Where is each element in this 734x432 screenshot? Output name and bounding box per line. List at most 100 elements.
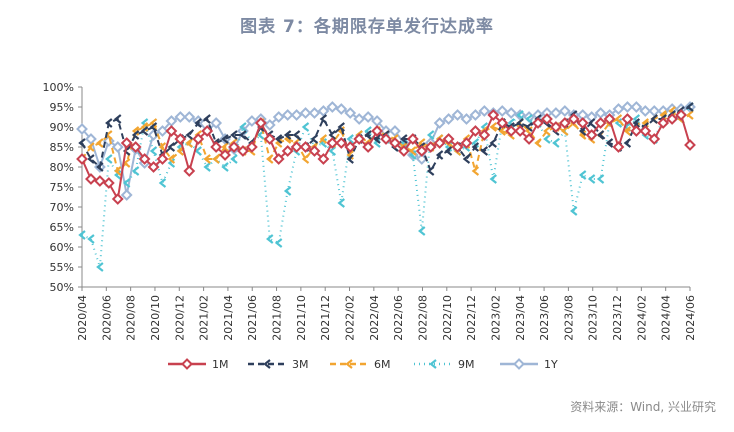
- data-point-1M: [85, 173, 97, 185]
- data-point-1M: [210, 141, 223, 153]
- data-point-1M: [496, 117, 509, 129]
- x-tick-label: 2024/02: [635, 295, 648, 341]
- data-point-1Y: [263, 119, 276, 131]
- data-point-3M: [274, 134, 283, 144]
- data-point-1Y: [317, 105, 330, 117]
- data-point-1M: [541, 113, 553, 125]
- data-point-3M: [462, 154, 471, 164]
- y-tick-label: 95%: [50, 101, 74, 114]
- data-point-1Y: [120, 189, 133, 201]
- data-point-1M: [147, 161, 160, 173]
- data-point-9M: [596, 174, 605, 184]
- data-point-1Y: [433, 117, 446, 129]
- data-point-1Y: [621, 101, 634, 113]
- data-point-1Y: [272, 111, 285, 123]
- data-point-1Y: [612, 103, 625, 115]
- data-point-1M: [424, 141, 437, 153]
- data-point-9M: [131, 166, 140, 176]
- data-point-3M: [489, 138, 497, 148]
- data-point-1M: [639, 125, 652, 137]
- data-point-6M: [534, 138, 542, 148]
- data-point-1M: [406, 133, 419, 145]
- legend-item-1M: 1M: [168, 358, 229, 371]
- data-point-1Y: [549, 107, 562, 119]
- data-point-6M: [114, 166, 122, 176]
- data-point-1M: [326, 137, 339, 149]
- data-point-9M: [274, 238, 283, 248]
- source-note: 资料来源：Wind, 兴业研究: [570, 400, 716, 414]
- data-point-1M: [228, 141, 240, 153]
- data-point-3M: [525, 122, 533, 132]
- data-point-1M: [415, 145, 428, 157]
- data-point-1Y: [469, 109, 482, 121]
- data-point-1M: [657, 117, 670, 129]
- data-point-1M: [666, 113, 679, 125]
- y-tick-label: 65%: [50, 221, 74, 234]
- data-point-6M: [176, 146, 185, 156]
- data-point-6M: [158, 142, 167, 152]
- data-point-3M: [203, 114, 211, 124]
- data-point-1M: [281, 145, 294, 157]
- data-point-3M: [364, 130, 372, 140]
- data-point-1M: [353, 133, 366, 145]
- data-point-1Y: [299, 107, 312, 119]
- data-point-3M: [328, 130, 337, 140]
- data-point-6M: [212, 154, 220, 164]
- data-point-1M: [549, 121, 562, 133]
- x-tick-label: 2023/10: [587, 295, 600, 341]
- x-tick-label: 2021/04: [222, 295, 235, 341]
- data-point-1Y: [210, 117, 223, 129]
- data-point-6M: [203, 154, 211, 164]
- data-point-3M: [319, 114, 328, 124]
- data-point-3M: [221, 134, 229, 144]
- data-point-1Y: [111, 141, 124, 153]
- data-point-1M: [532, 117, 544, 129]
- data-point-1Y: [648, 105, 661, 117]
- chart-legend: 1M 3M 6M 9M 1Y: [168, 358, 558, 371]
- data-point-1Y: [290, 109, 303, 121]
- data-point-1M: [442, 133, 455, 145]
- data-point-1M: [380, 133, 392, 145]
- data-point-9M: [87, 234, 95, 244]
- data-point-1M: [514, 125, 527, 137]
- data-point-9M: [266, 234, 274, 244]
- data-point-6M: [122, 158, 131, 168]
- data-point-6M: [614, 114, 623, 124]
- data-point-1M: [237, 145, 249, 157]
- data-point-1Y: [281, 109, 294, 121]
- data-point-1M: [362, 141, 375, 153]
- data-point-3M: [373, 134, 381, 144]
- data-point-3M: [623, 138, 632, 148]
- data-point-9M: [283, 186, 292, 196]
- data-point-3M: [105, 118, 113, 128]
- data-point-3M: [292, 130, 301, 140]
- x-tick-label: 2020/06: [100, 295, 113, 341]
- data-point-9M: [230, 154, 238, 164]
- data-point-1Y: [514, 109, 527, 121]
- data-point-9M: [301, 122, 310, 132]
- y-tick-label: 60%: [50, 241, 74, 254]
- data-point-1M: [684, 139, 696, 151]
- data-point-1M: [576, 117, 589, 129]
- data-point-1Y: [406, 149, 419, 161]
- data-point-3M: [239, 130, 247, 140]
- y-tick-label: 70%: [50, 201, 74, 214]
- data-point-1M: [344, 141, 357, 153]
- data-point-1M: [397, 145, 410, 157]
- data-point-1M: [371, 125, 383, 137]
- legend-marker: [181, 358, 193, 370]
- x-tick-label: 2020/08: [125, 295, 138, 341]
- data-point-3M: [230, 130, 238, 140]
- data-point-3M: [444, 146, 453, 156]
- legend-label: 1Y: [544, 358, 558, 371]
- data-point-1Y: [505, 107, 518, 119]
- data-point-3M: [337, 122, 345, 132]
- data-point-1Y: [85, 133, 97, 145]
- data-point-6M: [471, 166, 480, 176]
- data-point-3M: [516, 118, 524, 128]
- data-point-1M: [165, 125, 178, 137]
- data-point-9M: [96, 262, 104, 272]
- legend-item-9M: 9M: [414, 358, 475, 371]
- data-point-1Y: [245, 115, 258, 127]
- data-point-1M: [192, 133, 205, 145]
